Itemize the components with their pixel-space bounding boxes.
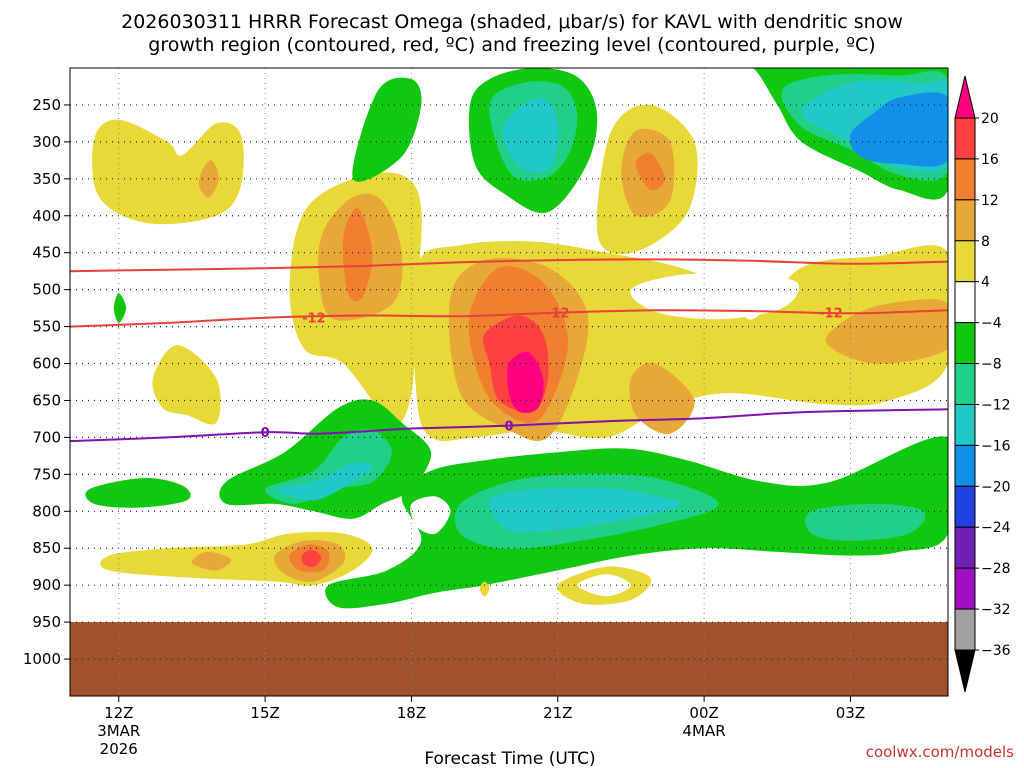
colorbar-swatch — [954, 444, 976, 487]
x-tick-label: 03Z — [836, 704, 865, 722]
omega-region-darkorange-21z-upper — [635, 152, 666, 191]
colorbar-label: −20 — [981, 479, 1011, 495]
colorbar-label: 4 — [981, 275, 990, 291]
contour-label: -12 — [819, 307, 843, 322]
y-tick-label: 750 — [32, 465, 61, 483]
omega-region-orange-21z-lower — [629, 362, 695, 435]
y-tick-label: 400 — [32, 207, 61, 225]
colorbar-swatch — [954, 567, 976, 610]
y-tick-label: 700 — [32, 428, 61, 446]
colorbar-swatch — [954, 485, 976, 528]
omega-region-orange-right — [826, 299, 948, 364]
omega-region-magenta-center — [507, 351, 544, 413]
y-tick-label: 1000 — [23, 650, 61, 668]
x-tick-label: 15Z — [250, 704, 279, 722]
colorbar-swatch — [954, 281, 976, 324]
plot-frame — [69, 67, 949, 697]
omega-region-blue-upper-right — [849, 92, 948, 167]
y-tick-label: 900 — [32, 576, 61, 594]
contour-label: 0 — [261, 426, 270, 441]
y-tick-label: 300 — [32, 133, 61, 151]
colorbar-label: 8 — [981, 234, 990, 250]
colorbar-label: −32 — [981, 602, 1011, 618]
y-tick-label: 850 — [32, 539, 61, 557]
omega-region-yellow-upper-left — [92, 119, 244, 225]
colorbar-upper-triangle — [954, 75, 976, 119]
colorbar-swatch — [954, 526, 976, 569]
y-tick-label: 250 — [32, 96, 61, 114]
colorbar-label: −4 — [981, 316, 1002, 332]
chart-title-line2: growth region (contoured, red, ºC) and f… — [148, 34, 875, 56]
contour-label: 0 — [504, 420, 513, 435]
colorbar-label: −16 — [981, 438, 1011, 454]
colorbar-swatch — [954, 608, 976, 651]
y-tick-label: 800 — [32, 502, 61, 520]
omega-region-green-upper-mid — [352, 77, 422, 182]
colorbar-label: 12 — [981, 193, 999, 209]
x-tick-label: 18Z — [397, 704, 426, 722]
omega-region-darkorange-15z-column — [342, 208, 373, 302]
colorbar-swatch — [954, 403, 976, 446]
colorbar-swatch — [954, 158, 976, 201]
freezing-level-line — [70, 408, 948, 443]
y-tick-label: 600 — [32, 355, 61, 373]
y-tick-label: 500 — [32, 281, 61, 299]
omega-region-white-lower-gap — [410, 496, 451, 535]
dgz-contour-line — [70, 258, 948, 273]
colorbar-label: −28 — [981, 561, 1011, 577]
credit-text[interactable]: coolwx.com/models — [866, 743, 1014, 761]
x-tick-label: 12Z — [104, 704, 133, 722]
colorbar-label: −12 — [981, 397, 1011, 413]
y-tick-label: 950 — [32, 613, 61, 631]
colorbar-label: −8 — [981, 357, 1002, 373]
colorbar-swatch — [954, 117, 976, 160]
y-tick-label: 650 — [32, 391, 61, 409]
omega-region-orange-lower-band — [191, 551, 232, 571]
y-axis: 250 300 350 400 450 500 550 600 650 700 750 800 850 9… — [23, 96, 70, 668]
omega-region-white-hole-center — [630, 273, 800, 320]
grid-layer — [70, 68, 948, 696]
contour-label: -12 — [546, 307, 570, 322]
colorbar-swatch — [954, 240, 976, 283]
x-tick-date-label: 4MAR — [683, 722, 726, 740]
omega-region-teal-lower-right — [804, 503, 926, 541]
omega-region-cyan-lower-main — [274, 462, 373, 501]
chart-title-line1: 2026030311 HRRR Forecast Omega (shaded, … — [121, 11, 903, 33]
x-tick-date-label: 3MAR — [97, 722, 140, 740]
y-tick-label: 350 — [32, 170, 61, 188]
colorbar-label: 16 — [981, 152, 999, 168]
colorbar-label: −36 — [981, 643, 1011, 659]
omega-region-green-lower-band — [85, 477, 191, 508]
dgz-contour-line — [70, 309, 948, 328]
omega-region-green-left-blob — [113, 293, 127, 323]
contour-label: -12 — [302, 312, 326, 327]
omega-region-yellow-left-mid — [152, 345, 221, 425]
x-tick-year-label: 2026 — [100, 740, 138, 758]
y-tick-label: 550 — [32, 318, 61, 336]
colorbar-swatch — [954, 363, 976, 405]
omega-region-red-lower-16z — [301, 549, 322, 568]
x-tick-label: 00Z — [689, 704, 718, 722]
colorbar-swatch — [954, 322, 976, 365]
colorbar-lower-triangle — [954, 649, 976, 693]
omega-region-cyan-lower-wide — [488, 487, 680, 533]
colorbar-swatch — [954, 199, 976, 242]
omega-region-yellow-dot-20z — [479, 581, 490, 597]
colorbar-label: −24 — [981, 520, 1011, 536]
y-tick-label: 450 — [32, 244, 61, 262]
contour-layer: -12 -12 -12 0 0 — [70, 258, 948, 443]
omega-region-cyan-upper-center — [502, 97, 559, 173]
x-tick-label: 21Z — [543, 704, 572, 722]
x-axis-label: Forecast Time (UTC) — [424, 749, 595, 768]
colorbar: 20 16 12 8 4 −4 −8 −12 −16 −20 −24 −28 −32 −36 — [954, 75, 1011, 693]
colorbar-label: 20 — [981, 111, 999, 127]
